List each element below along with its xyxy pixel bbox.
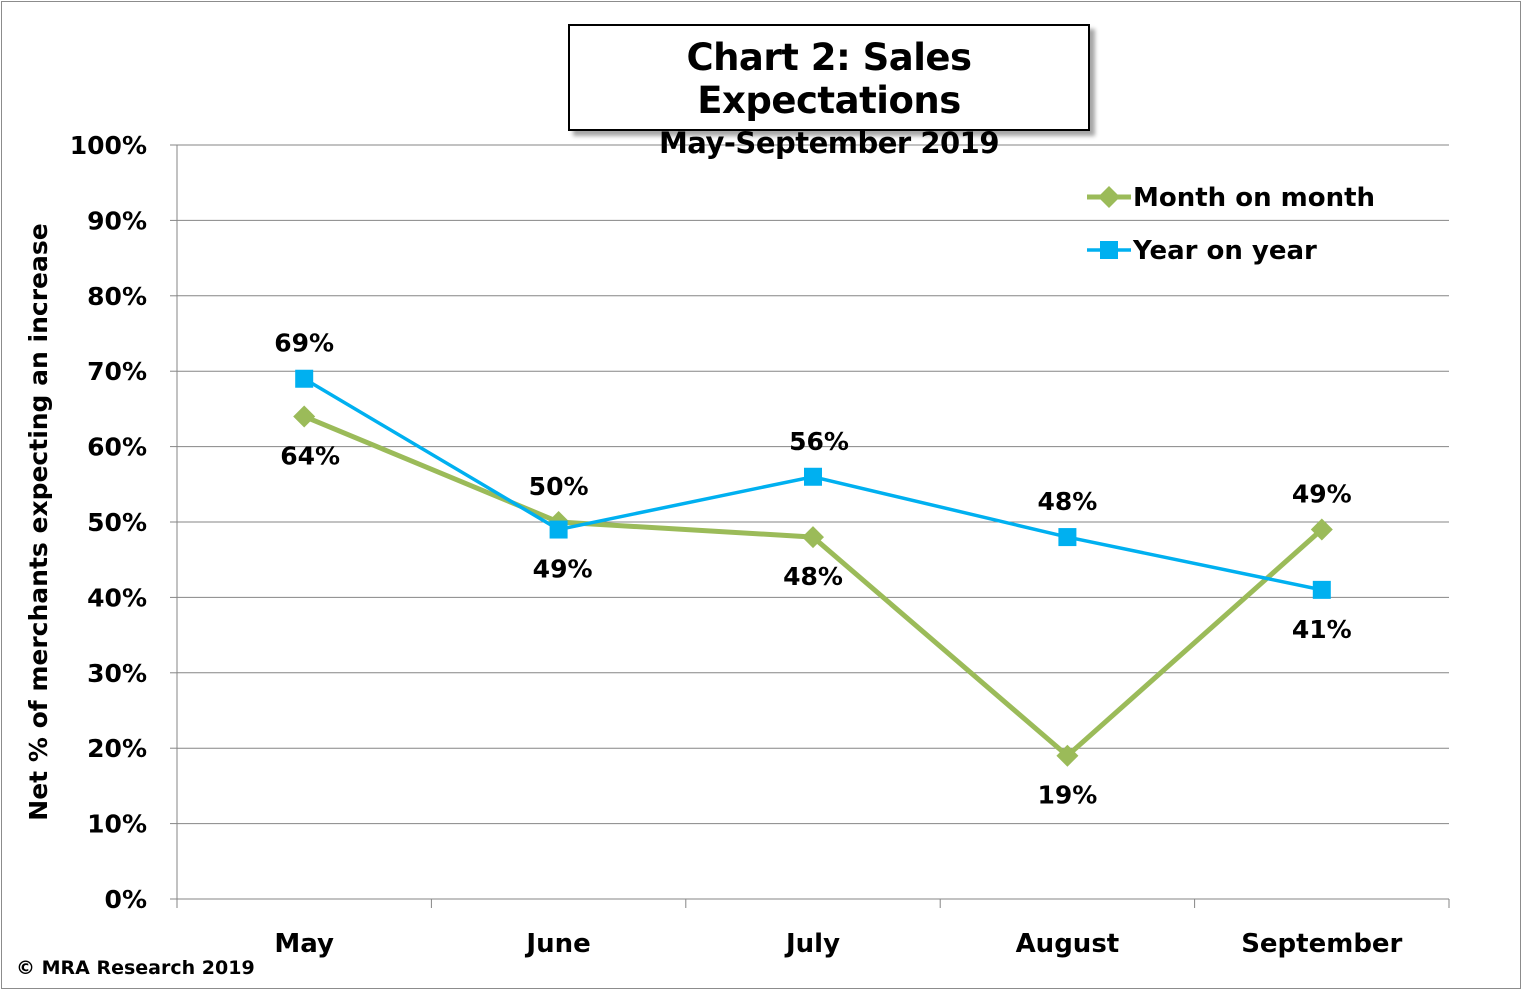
y-tick-label: 80%	[87, 282, 147, 311]
data-point-diamond	[293, 405, 316, 428]
y-tick-label: 60%	[87, 433, 147, 462]
chart-title: Chart 2: Sales Expectations	[686, 36, 972, 122]
legend-marker	[1098, 186, 1120, 208]
data-label: 56%	[789, 427, 849, 456]
x-tick-label: June	[524, 929, 590, 959]
x-tick-label: August	[1016, 929, 1120, 959]
x-tick-label: July	[784, 929, 840, 959]
data-label: 64%	[280, 441, 340, 470]
legend-marker	[1100, 241, 1118, 259]
y-tick-label: 0%	[105, 885, 147, 914]
data-point-square	[295, 369, 314, 388]
data-label: 49%	[1292, 480, 1352, 509]
chart-subtitle: May-September 2019	[658, 126, 1000, 160]
y-tick-label: 40%	[87, 583, 147, 612]
x-tick-label: September	[1241, 929, 1402, 959]
legend-label: Month on month	[1133, 183, 1375, 213]
data-point-square	[1312, 580, 1331, 599]
data-point-diamond	[1056, 744, 1079, 767]
legend-label: Year on year	[1132, 236, 1317, 266]
data-label: 50%	[529, 472, 589, 501]
y-tick-label: 100%	[70, 131, 147, 160]
y-tick-label: 50%	[87, 508, 147, 537]
y-tick-label: 70%	[87, 357, 147, 386]
y-tick-label: 20%	[87, 734, 147, 763]
data-label: 49%	[533, 555, 593, 584]
data-point-diamond	[1310, 518, 1333, 541]
y-axis-title: Net % of merchants expecting an increase	[24, 223, 53, 820]
copyright-text: © MRA Research 2019	[16, 957, 255, 979]
data-label: 41%	[1292, 615, 1352, 644]
y-tick-label: 10%	[87, 810, 147, 839]
y-tick-label: 90%	[87, 206, 147, 235]
data-point-square	[1058, 528, 1077, 547]
data-label: 19%	[1037, 781, 1097, 810]
chart-title-box: Chart 2: Sales Expectations May-Septembe…	[568, 24, 1090, 160]
data-point-square	[804, 467, 822, 486]
data-label: 69%	[274, 329, 334, 358]
data-point-square	[549, 520, 568, 539]
y-tick-label: 30%	[87, 659, 147, 688]
data-point-diamond	[802, 526, 824, 549]
data-label: 48%	[783, 562, 843, 591]
data-label: 48%	[1037, 487, 1097, 516]
x-tick-label: May	[274, 929, 334, 959]
